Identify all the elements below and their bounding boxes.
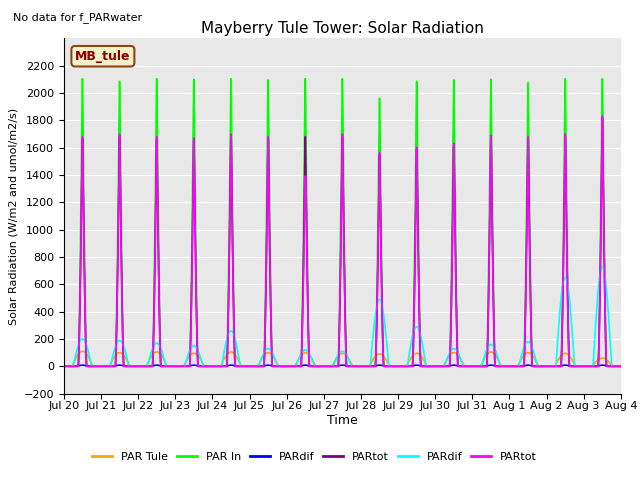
- Legend: PAR Tule, PAR In, PARdif, PARtot, PARdif, PARtot: PAR Tule, PAR In, PARdif, PARtot, PARdif…: [88, 447, 541, 466]
- Text: No data for f_PARwater: No data for f_PARwater: [13, 12, 142, 23]
- Y-axis label: Solar Radiation (W/m2 and umol/m2/s): Solar Radiation (W/m2 and umol/m2/s): [8, 108, 18, 324]
- Text: MB_tule: MB_tule: [75, 50, 131, 63]
- X-axis label: Time: Time: [327, 414, 358, 427]
- Title: Mayberry Tule Tower: Solar Radiation: Mayberry Tule Tower: Solar Radiation: [201, 21, 484, 36]
